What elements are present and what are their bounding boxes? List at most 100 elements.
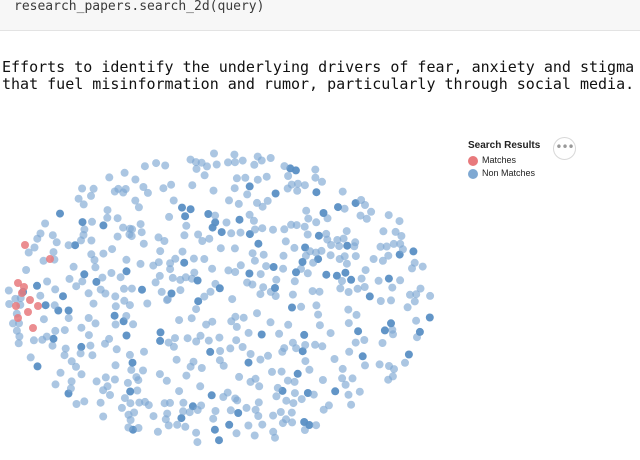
non-match-point[interactable] (232, 174, 241, 183)
non-match-point[interactable] (250, 431, 259, 440)
non-match-point[interactable] (69, 262, 78, 271)
non-match-point[interactable] (161, 161, 170, 170)
non-match-point[interactable] (298, 347, 307, 356)
non-match-point[interactable] (84, 331, 93, 340)
non-match-point[interactable] (365, 292, 374, 301)
non-match-point[interactable] (269, 411, 278, 420)
non-match-point[interactable] (209, 414, 218, 423)
non-match-point[interactable] (180, 258, 189, 267)
non-match-point[interactable] (395, 217, 404, 226)
non-match-point[interactable] (226, 406, 235, 415)
non-match-point[interactable] (238, 156, 247, 165)
non-match-point[interactable] (117, 403, 126, 412)
non-match-point[interactable] (227, 317, 236, 326)
non-match-point[interactable] (111, 361, 120, 370)
non-match-point[interactable] (122, 312, 131, 320)
non-match-point[interactable] (379, 227, 388, 236)
non-match-point[interactable] (212, 160, 221, 169)
non-match-point[interactable] (215, 436, 223, 445)
non-match-point[interactable] (351, 252, 360, 261)
non-match-point[interactable] (204, 336, 213, 345)
non-match-point[interactable] (389, 330, 397, 339)
non-match-point[interactable] (67, 357, 76, 366)
non-match-point[interactable] (189, 254, 198, 263)
non-match-point[interactable] (86, 341, 95, 350)
non-match-point[interactable] (33, 281, 41, 290)
non-match-point[interactable] (409, 247, 418, 256)
non-match-point[interactable] (193, 276, 202, 285)
non-match-point[interactable] (122, 255, 131, 264)
non-match-point[interactable] (262, 172, 271, 181)
non-match-point[interactable] (202, 320, 211, 329)
non-match-point[interactable] (123, 378, 132, 387)
non-match-point[interactable] (361, 266, 370, 275)
non-match-point[interactable] (322, 270, 331, 279)
non-match-point[interactable] (22, 266, 31, 274)
non-match-point[interactable] (129, 320, 138, 329)
non-match-point[interactable] (181, 212, 190, 221)
non-match-point[interactable] (263, 196, 272, 205)
non-match-point[interactable] (347, 400, 356, 409)
non-match-point[interactable] (190, 268, 199, 277)
non-match-point[interactable] (389, 239, 398, 248)
non-match-point[interactable] (234, 409, 243, 417)
non-match-point[interactable] (39, 256, 48, 265)
non-match-point[interactable] (162, 376, 171, 385)
non-match-point[interactable] (197, 158, 206, 167)
non-match-point[interactable] (96, 398, 105, 407)
non-match-point[interactable] (131, 175, 140, 184)
non-match-point[interactable] (125, 350, 134, 359)
non-match-point[interactable] (358, 352, 367, 361)
non-match-point[interactable] (279, 264, 288, 273)
non-match-point[interactable] (76, 349, 85, 358)
non-match-point[interactable] (388, 283, 397, 292)
non-match-point[interactable] (215, 284, 224, 293)
non-match-point[interactable] (84, 289, 93, 298)
non-match-point[interactable] (245, 210, 254, 219)
non-match-point[interactable] (211, 211, 220, 220)
non-match-point[interactable] (167, 180, 176, 189)
non-match-point[interactable] (172, 355, 181, 364)
non-match-point[interactable] (127, 232, 136, 241)
non-match-point[interactable] (228, 295, 237, 304)
non-match-point[interactable] (110, 311, 119, 320)
non-match-point[interactable] (211, 218, 220, 227)
non-match-point[interactable] (408, 264, 416, 273)
non-match-point[interactable] (280, 162, 289, 171)
non-match-point[interactable] (36, 291, 45, 300)
non-match-point[interactable] (288, 338, 297, 347)
non-match-point[interactable] (134, 424, 143, 432)
non-match-point[interactable] (120, 168, 129, 177)
non-match-point[interactable] (219, 361, 228, 370)
non-match-point[interactable] (403, 303, 412, 312)
non-match-point[interactable] (33, 234, 42, 243)
non-match-point[interactable] (74, 194, 83, 203)
non-match-point[interactable] (251, 374, 260, 383)
non-match-point[interactable] (134, 203, 143, 212)
non-match-point[interactable] (262, 262, 271, 271)
non-match-point[interactable] (234, 199, 243, 208)
non-match-point[interactable] (219, 393, 228, 401)
non-match-point[interactable] (208, 317, 217, 326)
non-match-point[interactable] (387, 296, 395, 305)
non-match-point[interactable] (166, 259, 175, 268)
non-match-point[interactable] (253, 152, 262, 161)
non-match-point[interactable] (51, 326, 60, 335)
non-match-point[interactable] (269, 263, 278, 271)
non-match-point[interactable] (341, 268, 350, 277)
non-match-point[interactable] (308, 287, 317, 296)
non-match-point[interactable] (149, 261, 158, 270)
non-match-point[interactable] (350, 242, 359, 251)
non-match-point[interactable] (48, 341, 57, 350)
non-match-point[interactable] (283, 184, 292, 193)
non-match-point[interactable] (288, 303, 296, 312)
non-match-point[interactable] (89, 299, 98, 308)
non-match-point[interactable] (139, 239, 148, 248)
non-match-point[interactable] (230, 184, 239, 193)
non-match-point[interactable] (343, 241, 352, 250)
non-match-point[interactable] (99, 386, 108, 395)
non-match-point[interactable] (281, 237, 290, 246)
non-match-point[interactable] (257, 330, 266, 339)
non-match-point[interactable] (239, 313, 248, 322)
non-match-point[interactable] (197, 364, 206, 372)
